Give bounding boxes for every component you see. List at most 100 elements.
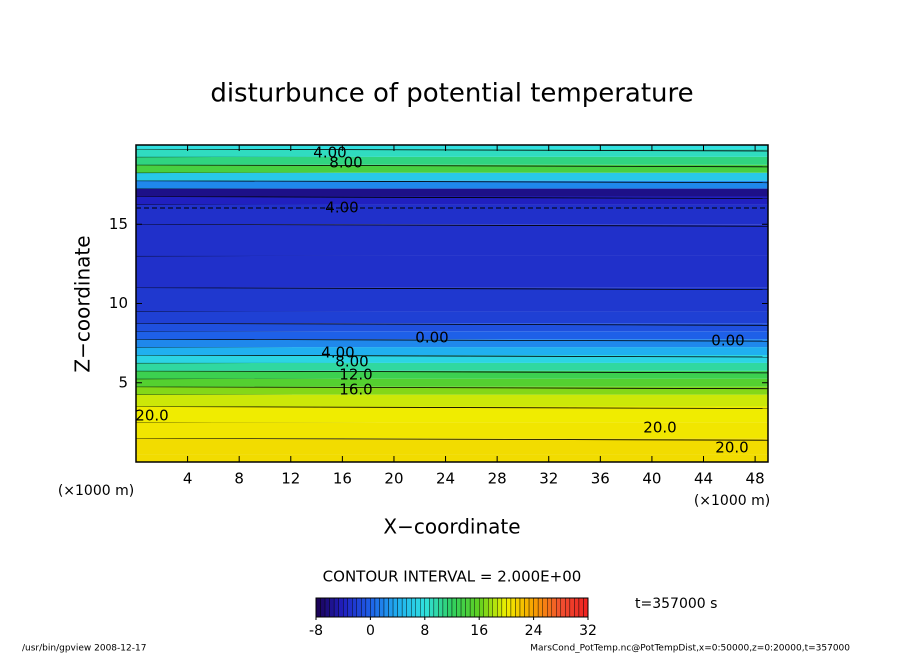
field-band [136, 378, 768, 387]
x-unit-label: (×1000 m) [694, 493, 770, 509]
colorbar-cell [329, 597, 335, 618]
footer-right: MarsCond_PotTemp.nc@PotTempDist,x=0:5000… [530, 644, 850, 654]
field-band [136, 355, 768, 363]
colorbar-cell [560, 597, 566, 618]
colorbar-frame [315, 597, 589, 618]
colorbar-cell [569, 597, 575, 618]
colorbar-cell [356, 597, 362, 618]
colorbar-cell [433, 597, 439, 618]
colorbar-cell [515, 597, 521, 618]
colorbar-cell [392, 597, 398, 618]
x-tick-label: 28 [488, 470, 507, 488]
x-tick-label: 8 [234, 470, 244, 488]
field-band [136, 406, 768, 423]
field-band [136, 148, 768, 157]
colorbar-cell [465, 597, 471, 618]
field-band [136, 255, 768, 288]
colorbar-cell [370, 597, 376, 618]
field-band [136, 370, 768, 379]
colorbar-cell [474, 597, 480, 618]
x-tick-label: 4 [183, 470, 193, 488]
x-tick-label: 16 [333, 470, 352, 488]
x-tick-label: 36 [591, 470, 610, 488]
contour-line [135, 287, 769, 291]
field-band [136, 331, 768, 340]
colorbar-cell [533, 597, 539, 618]
contour-label: 20.0 [135, 407, 168, 425]
field-band [136, 145, 768, 149]
colorbar-cell [578, 597, 584, 618]
colorbar-cell [497, 597, 503, 618]
colorbar-cell [565, 597, 571, 618]
colorbar-cell [415, 597, 421, 618]
colorbar-cell [542, 597, 548, 618]
contour-label: 0.00 [711, 332, 744, 350]
field-band [136, 204, 768, 225]
x-tick-label: 12 [281, 470, 300, 488]
colorbar-cell [397, 597, 403, 618]
contour-line [135, 354, 769, 358]
field-band [136, 386, 768, 395]
colorbar-cell [315, 597, 321, 618]
colorbar-cell [401, 597, 407, 618]
field-band [136, 347, 768, 356]
field-band [136, 196, 768, 205]
contour-label: 8.00 [335, 353, 368, 371]
colorbar-tick-label: 0 [366, 623, 375, 639]
x-axis-label: X−coordinate [383, 515, 520, 539]
contour-line [135, 437, 769, 441]
colorbar-cell [347, 597, 353, 618]
colorbar-cell [492, 597, 498, 618]
colorbar-cell [460, 597, 466, 618]
contour-label: 20.0 [643, 419, 676, 437]
colorbar-cell [488, 597, 493, 618]
colorbar-cell [333, 597, 339, 618]
colorbar-tick-label: 16 [470, 623, 488, 639]
x-tick-label: 44 [694, 470, 713, 488]
colorbar-cell [510, 597, 516, 618]
contour-line [135, 406, 769, 409]
field-band [136, 339, 768, 348]
colorbar-cell [442, 597, 448, 618]
contour-line [135, 322, 769, 326]
colorbar-cell [469, 597, 475, 618]
contour-label: 16.0 [339, 381, 372, 399]
field-band [136, 422, 768, 439]
contour-line [135, 370, 769, 374]
colorbar-cell [429, 597, 435, 618]
colorbar-cell [479, 597, 484, 618]
colorbar-cell [547, 597, 552, 618]
contour-line [135, 338, 769, 342]
field-band [136, 454, 768, 462]
contour-label: 20.0 [715, 439, 748, 457]
colorbar-cell [537, 597, 543, 618]
field-band [136, 224, 768, 256]
contour-label: 12.0 [339, 366, 372, 384]
contour-line [135, 196, 769, 199]
colorbar-cell [451, 597, 457, 618]
colorbar-cell [524, 597, 530, 618]
time-label: t=357000 s [635, 596, 717, 612]
colorbar-tick-label: 8 [420, 623, 429, 639]
colorbar-cell [374, 597, 380, 618]
field-band [136, 323, 768, 332]
colorbar-cell [352, 597, 357, 618]
colorbar-cell [519, 597, 525, 618]
y-tick-label: 10 [109, 294, 128, 312]
colorbar-tick-label: -8 [309, 623, 323, 639]
x-unit-label: (×1000 m) [58, 483, 134, 499]
colorbar-tick-label: 32 [579, 623, 597, 639]
colorbar-cell [506, 597, 512, 618]
contour-label: 8.00 [329, 154, 362, 172]
contour-line [135, 180, 769, 184]
contour-line [135, 164, 769, 168]
contour-label: 4.00 [313, 144, 346, 162]
colorbar-cell [383, 597, 389, 618]
colorbar-cell [424, 597, 430, 618]
colorbar-cell [411, 597, 416, 618]
footer-left: /usr/bin/gpview 2008-12-17 [22, 644, 146, 654]
x-tick-label: 48 [746, 470, 765, 488]
y-tick-label: 15 [109, 215, 128, 233]
contour-interval: CONTOUR INTERVAL = 2.000E+00 [323, 568, 582, 586]
contour-label: 4.00 [321, 344, 354, 362]
